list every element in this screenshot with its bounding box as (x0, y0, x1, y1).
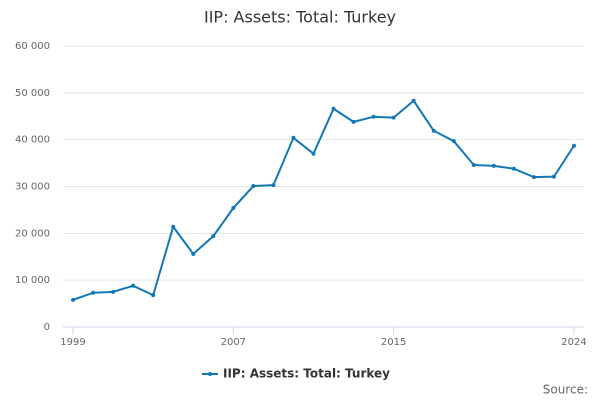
point (171, 224, 176, 229)
point (371, 114, 376, 119)
y-tick-label: 10 000 (15, 275, 50, 286)
point (211, 234, 216, 239)
y-tick-label: 40 000 (15, 135, 50, 146)
chart-title: IIP: Assets: Total: Turkey (204, 8, 396, 27)
point (71, 297, 76, 302)
point (351, 119, 356, 124)
point (471, 162, 476, 167)
y-tick-label: 20 000 (15, 228, 50, 239)
point (491, 163, 496, 168)
point (571, 143, 576, 148)
point (131, 283, 136, 288)
point (431, 128, 436, 133)
point (451, 139, 456, 144)
point (271, 183, 276, 188)
x-tick-label: 2024 (561, 337, 586, 348)
x-tick-label: 2007 (221, 337, 246, 348)
point (551, 174, 556, 179)
point (531, 175, 536, 180)
point (191, 251, 196, 256)
y-tick-label: 0 (44, 322, 50, 333)
point (331, 106, 336, 111)
point (291, 135, 296, 140)
point (231, 206, 236, 211)
point (251, 184, 256, 189)
point (511, 166, 516, 171)
point (391, 115, 396, 120)
line (72, 99, 575, 301)
source: Source: (543, 383, 588, 397)
point (111, 289, 116, 294)
y-tick-label: 60 000 (15, 41, 50, 52)
point (91, 290, 96, 295)
x-tick-label: 2015 (381, 337, 406, 348)
legend-marker (208, 372, 212, 376)
point (411, 98, 416, 103)
legend-label: IIP: Assets: Total: Turkey (223, 367, 390, 381)
x-tick-label: 1999 (60, 337, 85, 348)
y-tick-label: 30 000 (15, 182, 50, 193)
point (311, 151, 316, 156)
point (151, 293, 156, 298)
y-tick-label: 50 000 (15, 88, 50, 99)
